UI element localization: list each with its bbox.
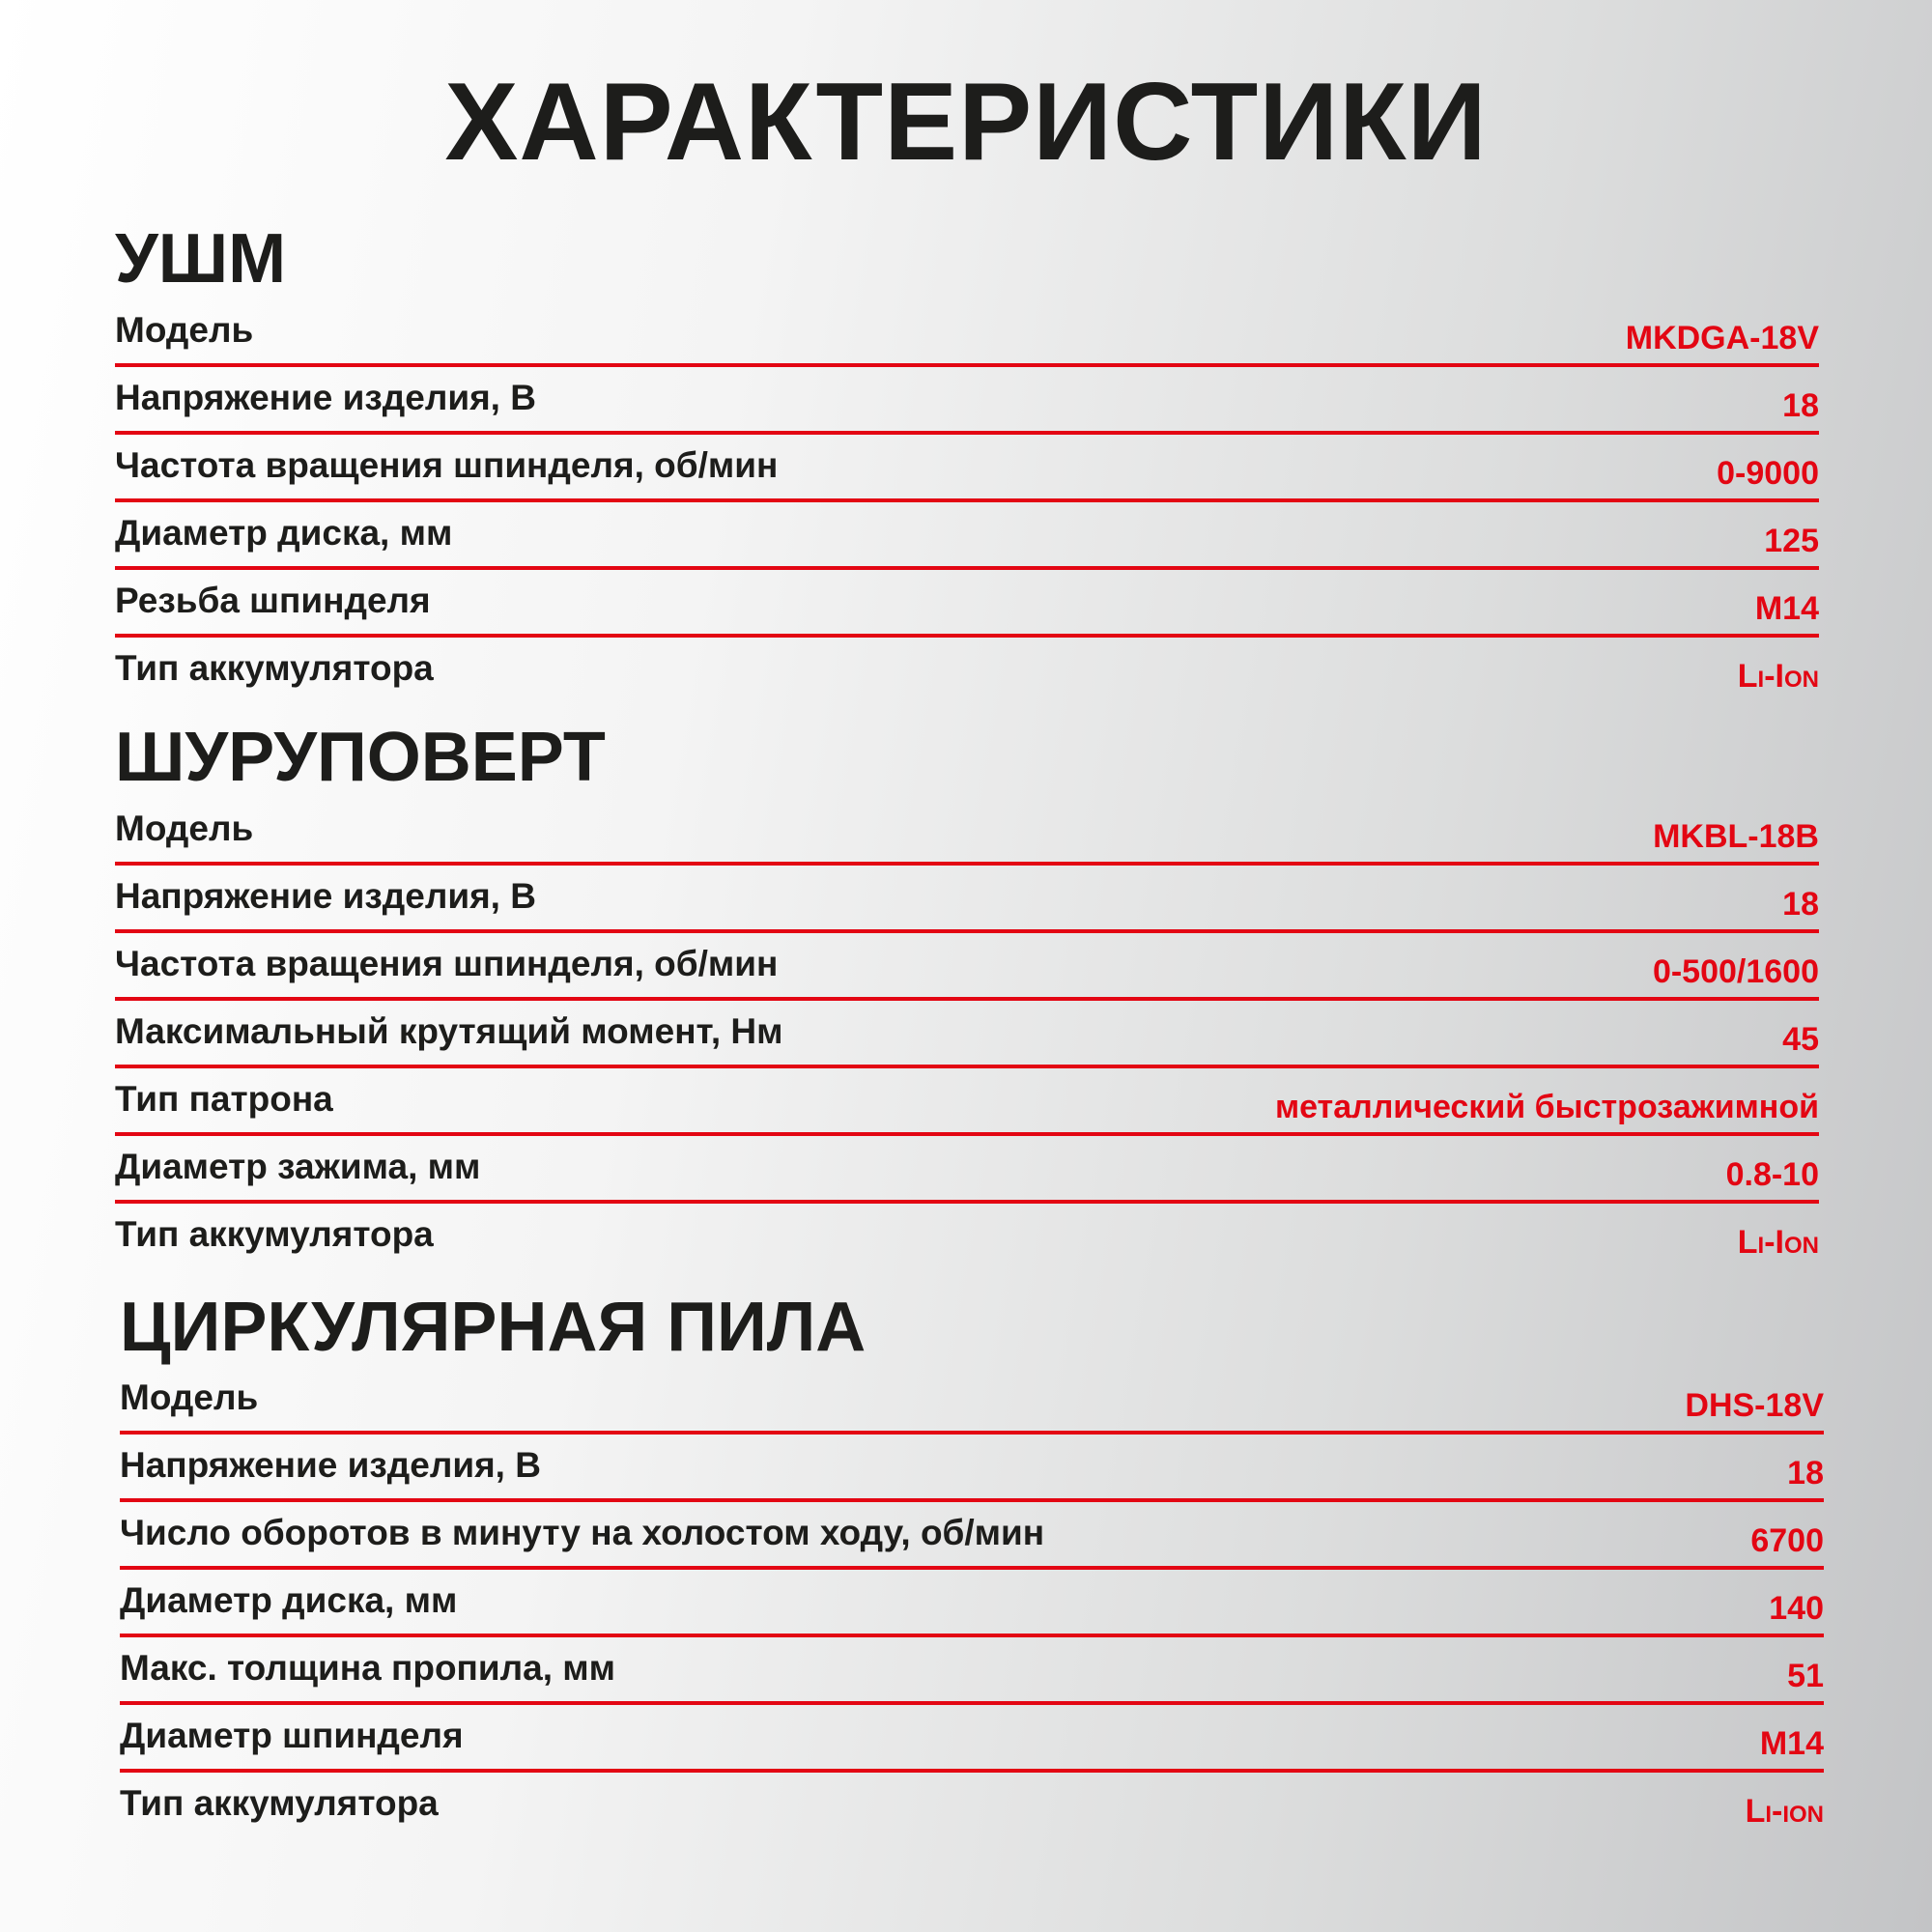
spec-label: Макс. толщина пропила, мм [120,1648,616,1688]
spec-value: M14 [1754,590,1819,627]
spec-row: Диаметр диска, мм 125 [115,502,1819,570]
section-heading: УШМ [115,220,287,298]
spec-value: металлический быстрозажимной [1274,1089,1819,1125]
spec-label: Диаметр диска, мм [115,513,453,553]
spec-value: M14 [1759,1725,1824,1762]
spec-row: Тип аккумулятора Li-Ion [115,1204,1819,1267]
spec-row: Резьба шпинделя M14 [115,570,1819,638]
spec-label: Частота вращения шпинделя, об/мин [115,445,779,485]
spec-label: Максимальный крутящий момент, Нм [115,1011,783,1051]
spec-value: 18 [1782,886,1819,923]
spec-row: Напряжение изделия, В 18 [115,866,1819,933]
spec-label: Тип патрона [115,1079,333,1119]
spec-row: Тип патрона металлический быстрозажимной [115,1068,1819,1136]
section-heading: ЦИРКУЛЯРНАЯ ПИЛА [120,1289,867,1366]
spec-row: Диаметр шпинделя M14 [120,1705,1824,1773]
spec-value: 45 [1782,1021,1819,1058]
spec-row: Тип аккумулятора Li-ion [120,1773,1824,1836]
spec-row: Напряжение изделия, В 18 [115,367,1819,435]
spec-row: Частота вращения шпинделя, об/мин 0-9000 [115,435,1819,502]
spec-label: Модель [115,809,254,848]
spec-label: Напряжение изделия, В [120,1445,541,1485]
spec-value: 0.8-10 [1725,1156,1819,1193]
spec-row: Частота вращения шпинделя, об/мин 0-500/1… [115,933,1819,1001]
spec-row: Тип аккумулятора Li-Ion [115,638,1819,701]
spec-label: Напряжение изделия, В [115,378,536,417]
spec-value: MKDGA-18V [1625,320,1819,356]
spec-value: 18 [1782,387,1819,424]
spec-row: Модель MKDGA-18V [115,299,1819,367]
spec-row: Диаметр зажима, мм 0.8-10 [115,1136,1819,1204]
spec-value: 0-500/1600 [1652,953,1819,990]
spec-value: 6700 [1750,1522,1824,1559]
spec-row: Модель DHS-18V [120,1367,1824,1435]
spec-label: Диаметр зажима, мм [115,1147,481,1186]
spec-value: Li-Ion [1737,1224,1819,1261]
spec-table: Модель MKBL-18B Напряжение изделия, В 18 Час… [115,798,1819,1267]
spec-value: Li-ion [1745,1793,1824,1830]
spec-table: Модель MKDGA-18V Напряжение изделия, В 18 Ча… [115,299,1819,701]
spec-value: 140 [1769,1590,1824,1627]
spec-label: Тип аккумулятора [120,1783,439,1823]
spec-label: Диаметр диска, мм [120,1580,458,1620]
spec-label: Тип аккумулятора [115,1214,434,1254]
spec-label: Частота вращения шпинделя, об/мин [115,944,779,983]
spec-value: 125 [1764,523,1819,559]
spec-row: Максимальный крутящий момент, Нм 45 [115,1001,1819,1068]
spec-label: Тип аккумулятора [115,648,434,688]
spec-row: Диаметр диска, мм 140 [120,1570,1824,1637]
spec-value: Li-Ion [1737,658,1819,695]
spec-value: 0-9000 [1717,455,1819,492]
page-title: ХАРАКТЕРИСТИКИ [444,61,1488,184]
spec-row: Модель MKBL-18B [115,798,1819,866]
spec-label: Диаметр шпинделя [120,1716,464,1755]
spec-label: Модель [120,1378,259,1417]
spec-label: Число оборотов в минуту на холостом ходу… [120,1513,1045,1552]
spec-value: DHS-18V [1685,1387,1824,1424]
spec-label: Модель [115,310,254,350]
spec-label: Резьба шпинделя [115,581,431,620]
spec-row: Число оборотов в минуту на холостом ходу… [120,1502,1824,1570]
spec-value: 18 [1787,1455,1824,1492]
spec-row: Макс. толщина пропила, мм 51 [120,1637,1824,1705]
spec-row: Напряжение изделия, В 18 [120,1435,1824,1502]
spec-table: Модель DHS-18V Напряжение изделия, В 18 Числ… [120,1367,1824,1836]
spec-label: Напряжение изделия, В [115,876,536,916]
section-heading: ШУРУПОВЕРТ [115,719,606,796]
spec-value: MKBL-18B [1653,818,1819,855]
spec-value: 51 [1787,1658,1824,1694]
